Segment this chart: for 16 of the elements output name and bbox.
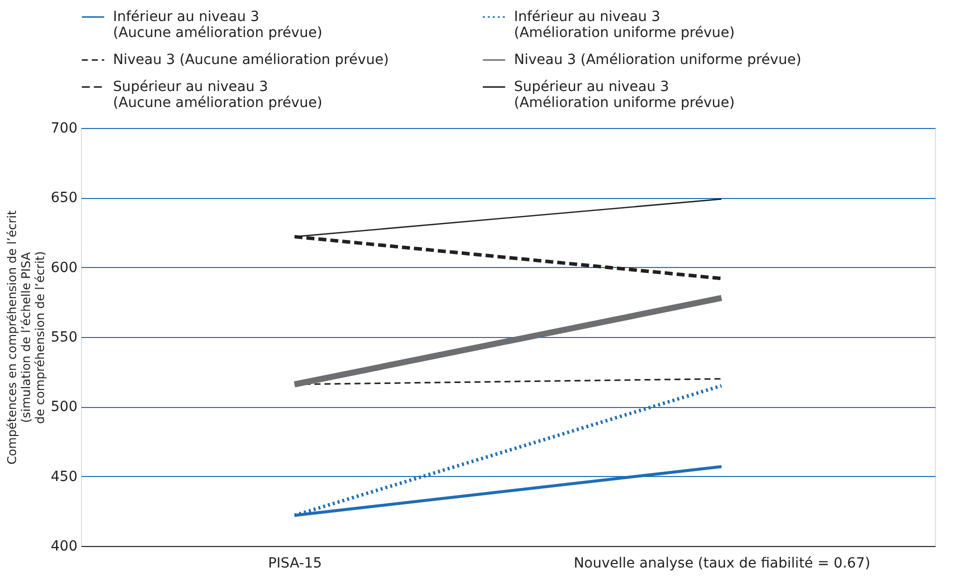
legend-label: Inférieur au niveau 3 (Aucune amélioration prévue) xyxy=(113,9,322,41)
x-tick-label: PISA-15 xyxy=(268,556,322,572)
y-tick-label: 600 xyxy=(50,260,78,276)
y-tick-label: 650 xyxy=(50,190,78,206)
y-tick-label: 500 xyxy=(50,399,78,416)
y-tick-label: 700 xyxy=(50,120,78,136)
y-tick-label: 400 xyxy=(50,538,78,554)
legend-label: Niveau 3 (Amélioration uniforme prévue) xyxy=(514,52,802,68)
legend-label: Niveau 3 (Aucune amélioration prévue) xyxy=(113,52,389,68)
legend-label: Supérieur au niveau 3 (Amélioration uniforme prévue) xyxy=(514,79,735,111)
legend-label: Supérieur au niveau 3 (Aucune amélioration prévue) xyxy=(113,79,322,111)
x-tick-label: Nouvelle analyse (taux de fiabilité = 0.67) xyxy=(574,556,870,572)
y-tick-label: 450 xyxy=(50,468,78,485)
y-axis-title: Compétences en compréhension de l’écrit (simulation de l’échelle PISA de compréhension de l’écrit) xyxy=(4,210,47,465)
legend-label: Inférieur au niveau 3 (Amélioration uniforme prévue) xyxy=(514,9,735,41)
y-tick-label: 550 xyxy=(50,330,78,346)
